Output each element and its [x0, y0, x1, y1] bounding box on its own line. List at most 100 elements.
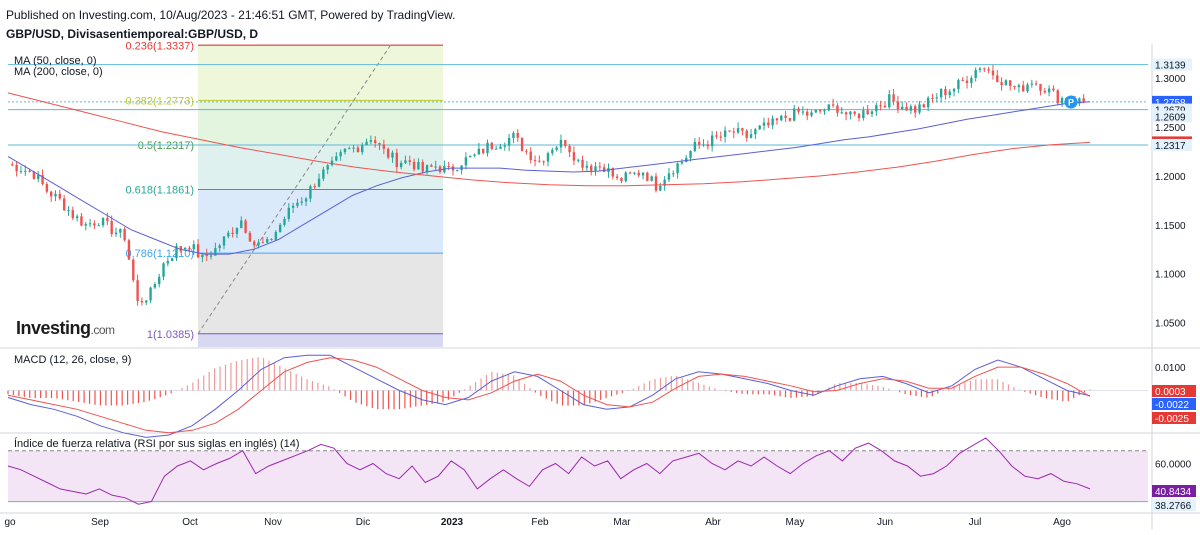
time-axis-label: Sep — [91, 517, 109, 528]
candle-body — [270, 239, 273, 241]
rsi-line — [7, 437, 1091, 505]
candle-body — [870, 111, 874, 115]
time-axis-label: Mar — [613, 517, 631, 528]
candle-body — [322, 169, 325, 179]
candle-body — [1078, 98, 1081, 104]
time-axis-label: 2023 — [441, 517, 464, 528]
candle-body — [1047, 88, 1051, 93]
candle-body — [326, 165, 329, 170]
candle-body — [278, 224, 282, 233]
macd-line — [7, 354, 1091, 438]
candle-body — [287, 207, 290, 220]
candle-body — [499, 146, 502, 149]
candle-body — [1004, 80, 1008, 85]
candle-body — [663, 179, 666, 186]
candle-body — [32, 171, 36, 179]
price-tick-label: 1.3000 — [1155, 74, 1186, 85]
candle-body — [404, 160, 407, 163]
macd-label-box — [1152, 385, 1196, 397]
candle-body — [274, 232, 278, 240]
candle-body — [399, 162, 403, 168]
candle-body — [564, 139, 567, 147]
candle-body — [525, 150, 528, 152]
candle-body — [175, 246, 178, 259]
candle-body — [192, 244, 195, 250]
ma200-line — [7, 92, 1091, 187]
candle-body — [555, 147, 558, 150]
candle-body — [97, 225, 100, 227]
fib-level-label: 1(1.0385) — [147, 329, 194, 341]
rsi-label-box — [1152, 499, 1196, 511]
candle-body — [810, 112, 813, 116]
candle-body — [88, 223, 92, 225]
candle-body — [1009, 80, 1012, 86]
candle-body — [615, 176, 619, 179]
candle-body — [654, 176, 658, 191]
candle-body — [797, 108, 800, 112]
price-tick-label: 1.0500 — [1155, 319, 1186, 330]
candle-body — [1034, 83, 1038, 85]
candle-body — [218, 245, 221, 249]
candle-body — [698, 141, 701, 145]
candle-body — [598, 166, 602, 168]
candle-body — [300, 201, 303, 203]
candle-body — [736, 128, 740, 133]
macd-label: 0.0003 — [1155, 387, 1186, 398]
candle-body — [961, 80, 964, 82]
candle-body — [646, 172, 649, 181]
candle-body — [378, 142, 381, 145]
candle-body — [317, 178, 321, 187]
candle-body — [1030, 83, 1034, 85]
candle-body — [132, 259, 135, 281]
candle-body — [905, 106, 908, 111]
candle-body — [831, 104, 835, 106]
candle-body — [996, 75, 999, 83]
candle-body — [214, 248, 217, 256]
candle-body — [827, 104, 830, 111]
candle-body — [75, 216, 79, 219]
candle-body — [179, 246, 182, 250]
candle-body — [572, 152, 576, 161]
candle-body — [343, 148, 347, 153]
rsi-label: 38.2766 — [1155, 501, 1192, 512]
price-label: 1.2758 — [1155, 98, 1186, 109]
candle-body — [952, 88, 956, 92]
candle-body — [585, 165, 589, 168]
candle-body — [37, 175, 40, 179]
candle-body — [58, 193, 62, 199]
published-note: Published on Investing.com, 10/Aug/2023 … — [6, 8, 456, 22]
candle-body — [304, 198, 308, 202]
candle-body — [84, 224, 87, 226]
candle-body — [28, 170, 31, 172]
candle-body — [291, 205, 295, 208]
candle-body — [568, 146, 571, 153]
candle-body — [520, 137, 524, 151]
fib-zone — [198, 189, 443, 254]
candle-body — [762, 122, 766, 126]
fib-level-label: 0.236(1.3337) — [126, 40, 195, 52]
candle-body — [421, 162, 424, 172]
candle-body — [914, 106, 917, 113]
candle-body — [728, 130, 731, 132]
candle-body — [1082, 98, 1085, 102]
candle-body — [659, 185, 662, 191]
rsi-label-box — [1152, 485, 1196, 497]
candle-body — [944, 88, 947, 96]
candle-body — [611, 168, 614, 177]
time-axis-label: Oct — [182, 517, 198, 528]
candle-body — [965, 80, 969, 84]
candle-body — [710, 135, 714, 147]
time-axis-label: Jun — [877, 517, 893, 528]
candle-body — [261, 242, 265, 244]
candle-body — [723, 130, 727, 137]
candle-body — [196, 244, 200, 258]
time-axis-label: Abr — [705, 517, 721, 528]
candle-body — [153, 284, 157, 288]
candle-body — [1039, 84, 1042, 91]
candle-body — [166, 261, 170, 264]
price-label-box — [1152, 110, 1192, 123]
time-axis-label: May — [786, 517, 805, 528]
price-tick-label: 1.2500 — [1155, 123, 1186, 134]
candle-body — [624, 172, 627, 182]
candle-body — [188, 247, 191, 250]
